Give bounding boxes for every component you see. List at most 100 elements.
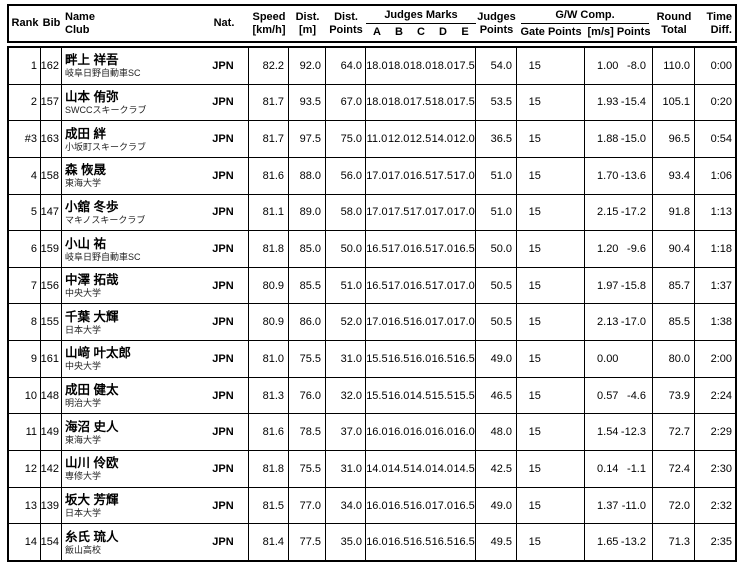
distance-cell: 85.5 xyxy=(289,267,326,304)
table-row: 13 139 坂大 芳輝 日本大学 JPN 81.5 77.0 34.0 16.… xyxy=(9,487,735,525)
header-time-diff: Time Diff. xyxy=(706,10,732,36)
time-diff-cell: 2:29 xyxy=(710,426,732,439)
judges-marks-cell: 18.0 18.0 18.0 18.0 17.5 xyxy=(366,48,476,84)
time-diff-cell: 2:24 xyxy=(710,389,732,402)
nationality: JPN xyxy=(212,206,234,219)
judges-points-cell: 54.0 xyxy=(476,48,517,84)
wind-cell: 0.57 -4.6 xyxy=(585,377,653,414)
judge-mark-c: 17.0 xyxy=(409,206,432,219)
wind-value: 2.13 xyxy=(597,316,619,329)
athlete-club: 岐阜日野自動車SC xyxy=(65,251,141,262)
wind-cell: 2.15 -17.2 xyxy=(585,194,653,231)
distance-points-cell: 50.0 xyxy=(326,231,366,267)
judges-points-cell: 49.5 xyxy=(476,524,517,560)
athlete-club: 日本大学 xyxy=(65,324,102,335)
round-total-cell: 91.8 xyxy=(653,194,695,231)
bib-cell: 139 xyxy=(41,487,62,524)
distance-points-cell: 58.0 xyxy=(326,194,366,231)
nationality: JPN xyxy=(212,426,234,439)
judge-mark-b: 17.0 xyxy=(387,279,410,292)
bib-cell: 158 xyxy=(41,157,62,194)
wind-cell: 1.88 -15.0 xyxy=(585,121,653,157)
athlete-name: 山川 伶欧 xyxy=(65,456,119,471)
gate-cell: 15 xyxy=(517,524,585,560)
judge-mark-c: 14.0 xyxy=(409,462,432,475)
speed-cell: 80.9 xyxy=(249,267,289,304)
judge-mark-c: 18.0 xyxy=(409,59,432,72)
gate-cell: 15 xyxy=(517,194,585,231)
nationality: JPN xyxy=(212,462,234,475)
athlete-cell: 坂大 芳輝 日本大学 JPN xyxy=(62,487,249,524)
distance-points-cell: 67.0 xyxy=(326,84,366,121)
time-diff-cell: 2:35 xyxy=(710,536,732,549)
header-ms-points: [m/s] Points xyxy=(587,25,651,38)
wind-points-value: -8.0 xyxy=(627,59,646,72)
distance-cell: 75.5 xyxy=(289,451,326,487)
time-diff-cell: 1:37 xyxy=(710,279,732,292)
athlete-name: 坂大 芳輝 xyxy=(65,493,119,507)
gate-cell: 15 xyxy=(517,377,585,414)
wind-points-value: -15.4 xyxy=(620,96,646,109)
athlete-cell: 成田 絆 小坂町スキークラブ JPN xyxy=(62,121,249,157)
athlete-cell: 成田 健太 明治大学 JPN xyxy=(62,377,249,414)
gate-value: 15 xyxy=(528,59,541,72)
athlete-cell: 千葉 大輝 日本大学 JPN xyxy=(62,304,249,341)
header-judges-marks: Judges Marks A B C D E xyxy=(366,6,476,41)
header-dist: Dist. [m] xyxy=(295,10,320,36)
nationality: JPN xyxy=(212,316,234,329)
table-row: 4 158 森 恢晟 東海大学 JPN 81.6 88.0 56.0 17.0 … xyxy=(9,157,735,195)
wind-value: 1.20 xyxy=(597,243,619,256)
round-total-cell: 71.3 xyxy=(653,524,695,560)
distance-points-cell: 35.0 xyxy=(326,524,366,560)
rank-cell: 4 xyxy=(9,157,41,194)
judges-marks-cell: 17.0 17.0 16.5 17.5 17.0 xyxy=(366,157,476,194)
athlete-club: 飯山高校 xyxy=(65,544,102,555)
time-diff-cell: 1:06 xyxy=(710,169,732,182)
athlete-name: 森 恢晟 xyxy=(65,163,106,178)
gate-cell: 15 xyxy=(517,267,585,304)
wind-value: 1.70 xyxy=(597,169,619,182)
nationality: JPN xyxy=(212,499,234,512)
judges-points-cell: 50.5 xyxy=(476,304,517,341)
nationality: JPN xyxy=(212,389,234,402)
speed-cell: 81.4 xyxy=(249,524,289,560)
judges-points-cell: 48.0 xyxy=(476,414,517,451)
judge-mark-c: 16.0 xyxy=(409,352,432,365)
gate-cell: 15 xyxy=(517,48,585,84)
distance-cell: 76.0 xyxy=(289,377,326,414)
wind-value: 0.00 xyxy=(597,352,619,365)
table-row: 12 142 山川 伶欧 専修大学 JPN 81.8 75.5 31.0 14.… xyxy=(9,451,735,488)
judge-mark-a: 18.0 xyxy=(366,96,388,109)
athlete-name: 小舘 冬歩 xyxy=(65,199,119,214)
time-diff-cell: 0:20 xyxy=(710,96,732,109)
judge-mark-d: 17.5 xyxy=(431,169,453,182)
table-row: 7 156 中澤 拓哉 中央大学 JPN 80.9 85.5 51.0 16.5… xyxy=(9,267,735,305)
time-diff-cell: 2:00 xyxy=(710,352,732,365)
judge-letter-c: C xyxy=(417,25,425,38)
judge-mark-a: 16.0 xyxy=(366,536,388,549)
speed-cell: 81.7 xyxy=(249,84,289,121)
judge-mark-e: 17.0 xyxy=(453,169,475,182)
judges-marks-cell: 17.0 16.5 16.0 17.0 17.0 xyxy=(366,304,476,341)
judge-mark-e: 17.0 xyxy=(453,279,475,292)
table-header: Rank Bib Name Club Nat. Speed [km/h] Dis… xyxy=(7,4,737,43)
distance-points-cell: 75.0 xyxy=(326,121,366,157)
athlete-club: SWCCスキークラブ xyxy=(65,104,147,115)
distance-points-cell: 31.0 xyxy=(326,341,366,377)
gate-cell: 15 xyxy=(517,157,585,194)
header-round-total: Round Total xyxy=(656,10,692,36)
gate-value: 15 xyxy=(528,536,541,549)
distance-cell: 85.0 xyxy=(289,231,326,267)
wind-points-value: -15.0 xyxy=(620,133,646,146)
gate-value: 15 xyxy=(528,352,541,365)
judges-marks-cell: 17.0 17.5 17.0 17.0 17.0 xyxy=(366,194,476,231)
distance-cell: 88.0 xyxy=(289,157,326,194)
wind-cell: 0.14 -1.1 xyxy=(585,451,653,487)
judge-mark-e: 14.5 xyxy=(453,462,475,475)
wind-points-value: -13.2 xyxy=(620,536,646,549)
speed-cell: 81.6 xyxy=(249,414,289,451)
header-gate-points: Gate Points xyxy=(520,25,582,38)
judge-mark-c: 16.5 xyxy=(409,279,432,292)
judge-mark-e: 17.5 xyxy=(453,96,475,109)
